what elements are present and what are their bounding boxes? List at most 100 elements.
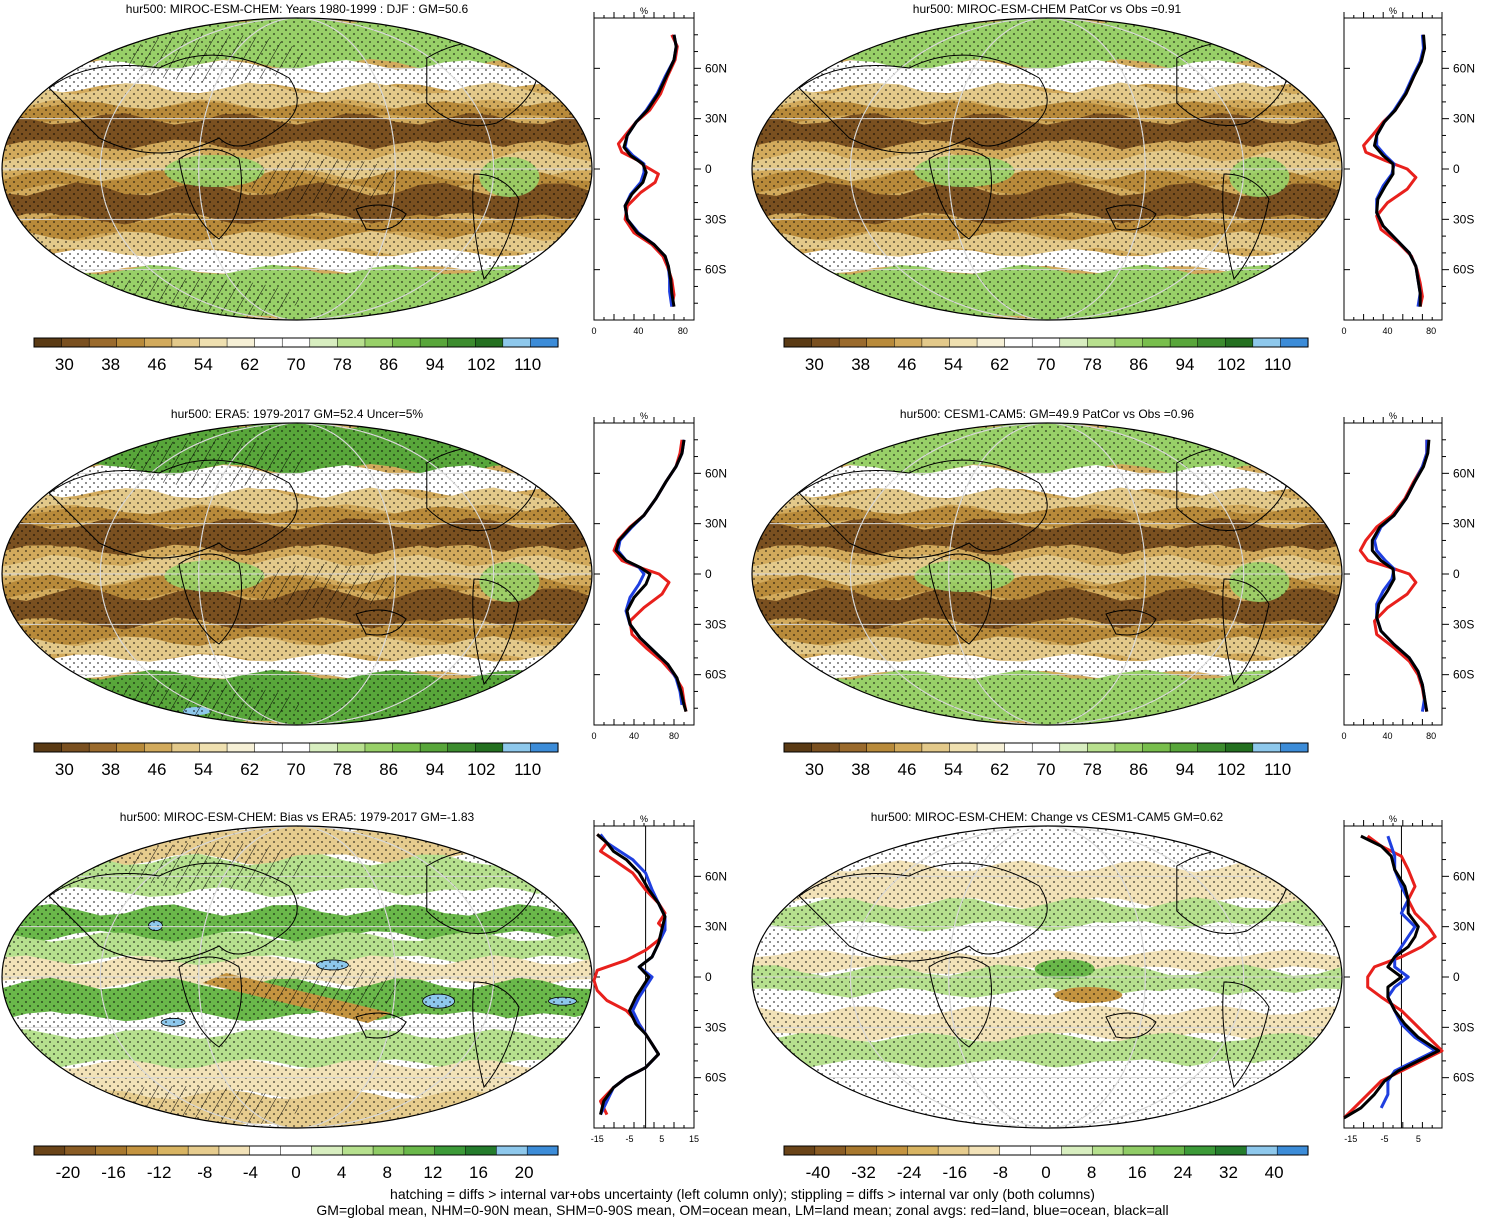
colorbar-tick-label: 54	[194, 355, 213, 374]
colorbar-swatch	[949, 742, 978, 753]
colorbar-swatch	[1031, 337, 1061, 348]
colorbar-swatch	[226, 337, 256, 348]
colorbar-tick-label: 0	[1041, 1163, 1050, 1182]
colorbar-swatch	[187, 1145, 220, 1156]
colorbar-swatch	[1004, 742, 1033, 753]
colorbar-swatch	[530, 337, 559, 348]
colorbar-swatch	[116, 742, 145, 753]
colorbar-tick-label: 38	[851, 355, 870, 374]
colorbar-tick-label: 54	[944, 355, 963, 374]
colorbar-tick-label: 62	[240, 760, 259, 779]
colorbar-tick-label: 4	[337, 1163, 346, 1182]
zonal-lat-tick-label: 60N	[705, 869, 727, 883]
colorbar: 30 38 46 54 62 70 78 86 94 102 110	[783, 337, 1309, 374]
colorbar-swatch	[254, 742, 283, 753]
colorbar-tick-label: 46	[898, 760, 917, 779]
colorbar-swatch	[1280, 742, 1309, 753]
colorbar-swatch	[894, 337, 923, 348]
zonal-series-all	[1373, 34, 1427, 307]
colorbar-swatch	[447, 337, 476, 348]
colorbar-swatch	[783, 742, 813, 753]
zonal-lat-tick-label: 0	[1453, 970, 1460, 984]
colorbar-tick-label: 46	[898, 355, 917, 374]
colorbar-swatch	[1169, 337, 1199, 348]
colorbar-tick-label: 86	[1129, 355, 1148, 374]
colorbar-swatch	[1142, 742, 1171, 753]
colorbar-swatch	[281, 337, 311, 348]
colorbar-swatch	[1059, 742, 1088, 753]
colorbar-tick-label: 102	[467, 355, 495, 374]
colorbar-swatch	[392, 337, 421, 348]
zonal-lat-tick-label: 30S	[1453, 212, 1474, 226]
zonal-series-all	[596, 833, 667, 1115]
colorbar-swatch	[364, 742, 394, 753]
colorbar-tick-label: -16	[942, 1163, 967, 1182]
colorbar-swatch	[1252, 337, 1281, 348]
colorbar-swatch	[814, 1145, 847, 1156]
panel-svg: hur500: ERA5: 1979-2017 GM=52.4 Uncer=5%…	[1, 407, 727, 779]
map-title: hur500: CESM1-CAM5: GM=49.9 PatCor vs Ob…	[900, 407, 1194, 421]
colorbar-swatch	[1252, 742, 1281, 753]
zonal-x-tick-label: 0	[591, 731, 596, 741]
colorbar-swatch	[434, 1145, 467, 1156]
zonal-series-land	[616, 34, 679, 307]
colorbar-swatch	[465, 1145, 497, 1156]
colorbar-swatch	[392, 742, 421, 753]
colorbar-swatch	[372, 1145, 405, 1156]
colorbar-tick-label: 94	[1176, 355, 1195, 374]
zonal-lat-tick-label: 60N	[705, 61, 727, 75]
colorbar-swatch	[95, 1145, 128, 1156]
colorbar-swatch	[403, 1145, 436, 1156]
colorbar-tick-label: 54	[194, 760, 213, 779]
colorbar-swatch	[1280, 337, 1309, 348]
colorbar-tick-label: -8	[197, 1163, 212, 1182]
colorbar-swatch	[61, 742, 90, 753]
colorbar-swatch	[1061, 1145, 1093, 1156]
colorbar-swatch	[937, 1145, 970, 1156]
colorbar-tick-label: 110	[1264, 760, 1291, 779]
panel-miroc-climatology: hur500: MIROC-ESM-CHEM: Years 1980-1999 …	[0, 0, 740, 385]
map-title: hur500: MIROC-ESM-CHEM: Years 1980-1999 …	[126, 2, 469, 16]
colorbar-tick-label: 12	[423, 1163, 442, 1182]
colorbar-swatch	[171, 337, 201, 348]
colorbar-tick-label: -32	[851, 1163, 876, 1182]
zonal-lat-tick-label: 0	[705, 970, 712, 984]
colorbar-tick-label: 20	[515, 1163, 534, 1182]
colorbar-swatch	[1031, 742, 1061, 753]
colorbar-tick-label: -20	[56, 1163, 81, 1182]
colorbar-tick-label: 110	[514, 760, 541, 779]
colorbar-tick-label: 102	[1217, 760, 1245, 779]
zonal-x-tick-label: 40	[629, 731, 639, 741]
zonal-lat-tick-label: 60S	[705, 263, 726, 277]
colorbar-swatch	[337, 337, 366, 348]
colorbar-swatch	[502, 742, 531, 753]
colorbar-tick-label: 70	[1037, 355, 1056, 374]
colorbar-tick-label: 86	[1129, 760, 1148, 779]
colorbar-tick-label: 30	[805, 355, 824, 374]
zonal-unit-label: %	[1389, 6, 1397, 16]
zonal-x-tick-label: -5	[1381, 1134, 1389, 1144]
colorbar-tick-label: 102	[467, 760, 495, 779]
zonal-lat-tick-label: 60S	[1453, 1071, 1474, 1085]
colorbar-tick-label: 78	[1083, 760, 1102, 779]
colorbar-swatch	[33, 337, 63, 348]
zonal-lat-tick-label: 0	[705, 162, 712, 176]
colorbar: -20 -16 -12 -8 -4 0 4 8 12 16 20	[33, 1145, 559, 1182]
colorbar-swatch	[976, 337, 1006, 348]
zonal-lat-tick-label: 60S	[705, 668, 726, 682]
zonal-x-tick-label: -5	[625, 1134, 633, 1144]
colorbar-swatch	[254, 337, 283, 348]
zonal-series-all	[622, 34, 678, 307]
colorbar: -40 -32 -24 -16 -8 0 8 16 24 32 40	[783, 1145, 1309, 1182]
colorbar-swatch	[1276, 1145, 1309, 1156]
colorbar-swatch	[419, 337, 449, 348]
panel-svg: hur500: CESM1-CAM5: GM=49.9 PatCor vs Ob…	[751, 407, 1475, 779]
zonal-x-tick-label: 0	[1341, 731, 1346, 741]
colorbar-swatch	[337, 742, 366, 753]
zonal-lat-tick-label: 60N	[1453, 869, 1475, 883]
zonal-x-tick-label: -15	[1344, 1134, 1357, 1144]
colorbar-swatch	[1004, 337, 1033, 348]
zonal-mean-plot: % -15 -5 5 60N 30N 0 30S 60S	[1342, 814, 1475, 1144]
colorbar-swatch	[1246, 1145, 1278, 1156]
colorbar-swatch	[1225, 742, 1254, 753]
